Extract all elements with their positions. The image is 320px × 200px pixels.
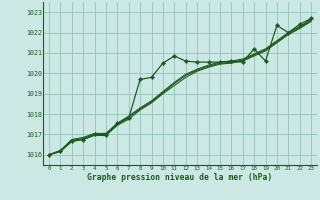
X-axis label: Graphe pression niveau de la mer (hPa): Graphe pression niveau de la mer (hPa) bbox=[87, 173, 273, 182]
